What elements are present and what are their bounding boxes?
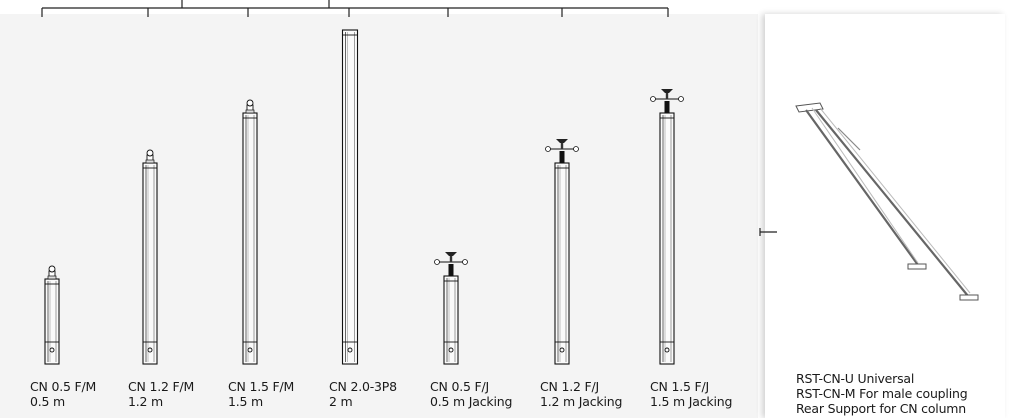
male-spigot-collar <box>145 159 155 164</box>
column-length: 0.5 m <box>30 394 66 409</box>
jack-head-plate <box>445 252 457 256</box>
male-spigot-cap <box>146 149 154 157</box>
rear-support-line-1: RST-CN-U Universal <box>796 371 915 386</box>
support-strut-right <box>815 109 969 297</box>
column-model: CN 0.5 F/M <box>30 379 97 394</box>
column-6 <box>545 139 579 365</box>
caption-column-4: CN 2.0-3P8 2 m <box>329 379 397 409</box>
jack-stem <box>665 91 669 99</box>
caption-column-3: CN 1.5 F/M 1.5 m <box>228 379 294 409</box>
rear-support-caption: RST-CN-U Universal RST-CN-M For male cou… <box>796 371 968 416</box>
column-tube <box>554 162 570 365</box>
column-pin-hole <box>49 347 55 353</box>
column-7 <box>650 89 684 365</box>
rear-support-line-2: RST-CN-M For male coupling <box>796 386 968 401</box>
column-5 <box>434 252 468 365</box>
support-foot-right <box>959 294 979 301</box>
column-tube <box>443 275 459 365</box>
male-spigot-collar <box>47 275 57 280</box>
jack-head-plate <box>556 139 568 143</box>
column-model: CN 1.2 F/J <box>540 379 599 394</box>
top-connector-lines <box>41 0 777 236</box>
jack-handle-knob-left <box>434 259 440 265</box>
caption-column-6: CN 1.2 F/J 1.2 m Jacking <box>540 379 622 409</box>
caption-column-1: CN 0.5 F/M 0.5 m <box>30 379 96 409</box>
jack-screw <box>664 101 670 113</box>
jack-screw <box>559 151 565 163</box>
column-length: 1.5 m Jacking <box>650 394 733 409</box>
jack-handle-knob-right <box>573 146 579 152</box>
support-foot-left <box>907 263 927 270</box>
male-spigot-collar <box>245 109 255 114</box>
column-4 <box>341 29 359 365</box>
column-model: CN 1.5 F/M <box>228 379 295 394</box>
support-brace <box>837 127 861 151</box>
column-length: 2 m <box>329 394 353 409</box>
column-2 <box>142 149 158 365</box>
column-pin-hole <box>559 347 565 353</box>
rear-support-line-3: Rear Support for CN column <box>796 401 967 416</box>
jack-handle-knob-right <box>678 96 684 102</box>
column-3 <box>242 99 258 365</box>
rear-support-drawing <box>795 102 979 301</box>
column-length: 1.2 m Jacking <box>540 394 623 409</box>
column-model: CN 1.2 F/M <box>128 379 195 394</box>
column-length: 0.5 m Jacking <box>430 394 513 409</box>
male-spigot-cap <box>48 265 56 273</box>
caption-column-7: CN 1.5 F/J 1.5 m Jacking <box>650 379 732 409</box>
jack-stem <box>449 254 453 262</box>
column-pin-hole <box>247 347 253 353</box>
column-tube <box>659 112 675 365</box>
support-strut-left-edge <box>811 107 919 264</box>
columns-background <box>0 14 758 418</box>
column-model: CN 2.0-3P8 <box>329 379 397 394</box>
jack-handle-knob-right <box>462 259 468 265</box>
jack-stem <box>560 141 564 149</box>
support-strut-right-edge <box>819 107 971 294</box>
support-strut-left <box>805 109 919 266</box>
jack-head-plate <box>661 89 673 93</box>
support-top-bracket <box>795 102 824 113</box>
rear-support-panel <box>765 14 1005 418</box>
column-tube <box>142 162 158 365</box>
male-spigot-cap <box>246 99 254 107</box>
column-pin-hole <box>147 347 153 353</box>
column-tube <box>242 112 258 365</box>
column-length: 1.2 m <box>128 394 164 409</box>
column-1 <box>44 265 60 365</box>
column-pin-hole <box>664 347 670 353</box>
jack-handle-knob-left <box>545 146 551 152</box>
column-model: CN 1.5 F/J <box>650 379 709 394</box>
column-pin-hole <box>347 347 353 353</box>
columns-layer <box>44 29 684 365</box>
jack-handle-knob-left <box>650 96 656 102</box>
column-model: CN 0.5 F/J <box>430 379 489 394</box>
column-pin-hole <box>448 347 454 353</box>
caption-column-5: CN 0.5 F/J 0.5 m Jacking <box>430 379 512 409</box>
column-tube <box>44 278 60 365</box>
column-tube <box>341 29 359 365</box>
column-length: 1.5 m <box>228 394 264 409</box>
jack-screw <box>448 264 454 276</box>
caption-column-2: CN 1.2 F/M 1.2 m <box>128 379 194 409</box>
